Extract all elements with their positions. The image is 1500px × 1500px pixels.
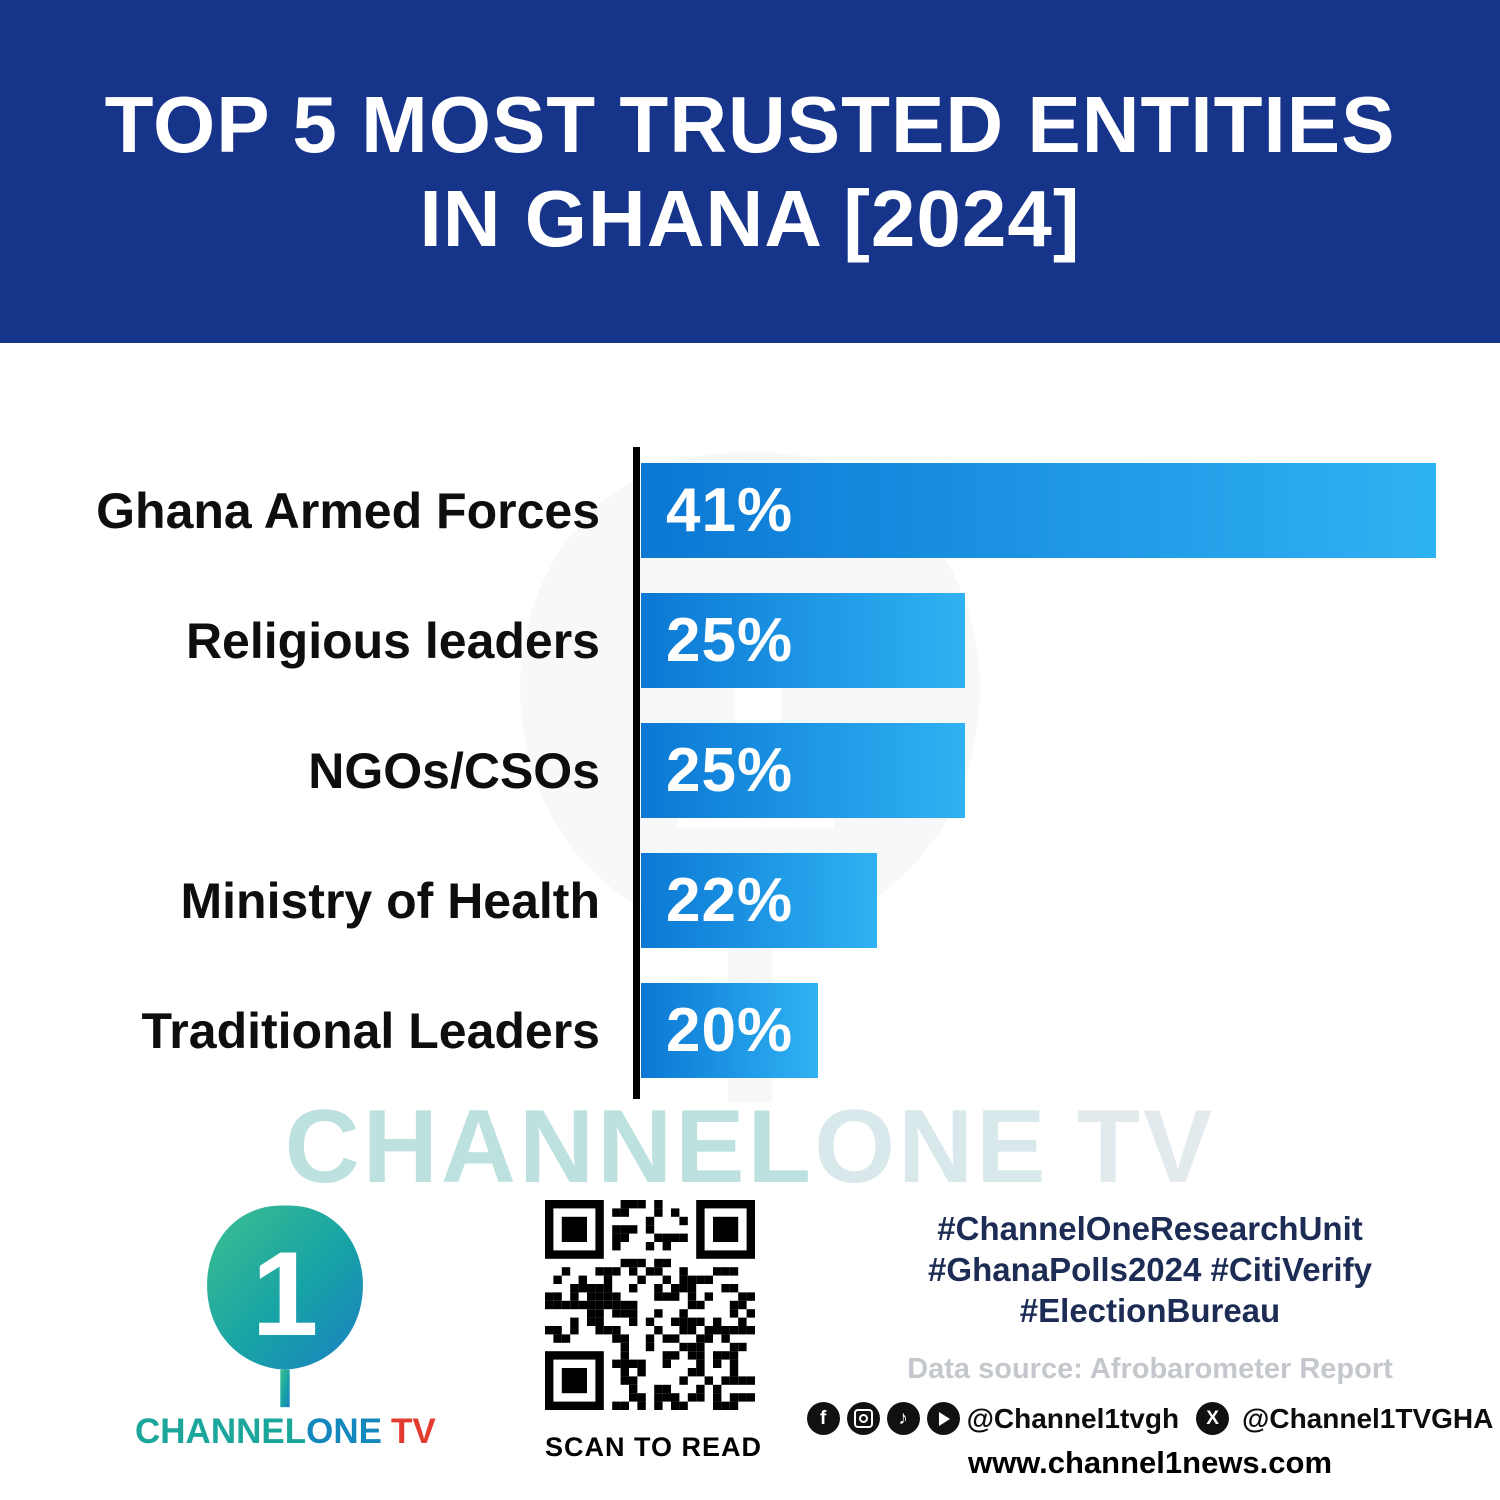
social-handle-2: @Channel1TVGHA <box>1242 1402 1494 1434</box>
qr-code <box>545 1200 755 1410</box>
instagram-icon <box>846 1402 880 1435</box>
svg-text:1: 1 <box>252 1227 319 1361</box>
website-url: www.channel1news.com <box>967 1445 1333 1480</box>
wordmark-channel: CHANNEL <box>135 1412 307 1451</box>
watermark-tv: TV <box>1076 1089 1216 1205</box>
chart-axis <box>633 447 640 1099</box>
bar-track: 25% <box>600 723 1500 818</box>
qr-caption: SCAN TO READ <box>545 1432 763 1462</box>
bar-label: Ghana Armed Forces <box>96 482 600 539</box>
bar-value: 25% <box>666 736 794 805</box>
bar-value: 20% <box>666 996 794 1065</box>
channel-one-logo-block: 1 CHANNELONE TV <box>135 1198 436 1452</box>
social-handle-1: @Channel1tvgh <box>966 1402 1180 1434</box>
bar-label: Traditional Leaders <box>141 1002 600 1059</box>
x-twitter-icon: X <box>1196 1402 1230 1435</box>
bar-label: Ministry of Health <box>180 872 600 929</box>
footer-right-column: #ChannelOneResearchUnit #GhanaPolls2024 … <box>806 1208 1493 1481</box>
qr-block: SCAN TO READ <box>545 1200 763 1463</box>
bar-value: 25% <box>666 606 794 675</box>
wordmark-tv: TV <box>390 1412 436 1451</box>
bar: 20% <box>641 983 818 1078</box>
tiktok-icon: ♪ <box>886 1402 920 1435</box>
bar: 22% <box>641 853 877 948</box>
bar-chart: Ghana Armed Forces 41% Religious leaders 25… <box>0 463 1500 1078</box>
bar: 25% <box>641 723 965 818</box>
data-source-credit: Data source: Afrobarometer Report <box>907 1353 1393 1385</box>
bar-track: 25% <box>600 593 1500 688</box>
bar-row: NGOs/CSOs 25% <box>0 723 1500 818</box>
channel-one-wordmark: CHANNELONE TV <box>135 1412 436 1452</box>
brand-watermark: CHANNELONE TV <box>0 1088 1500 1207</box>
bar-track: 20% <box>600 983 1500 1078</box>
bar-row: Ghana Armed Forces 41% <box>0 463 1500 558</box>
bar: 25% <box>641 593 965 688</box>
bar-value: 41% <box>666 476 794 545</box>
hashtag-line-3: #ElectionBureau <box>1019 1292 1281 1329</box>
bar: 41% <box>641 463 1436 558</box>
wordmark-one: ONE <box>306 1412 382 1451</box>
hashtag-line-2: #GhanaPolls2024 #CitiVerify <box>928 1251 1372 1288</box>
bar-value: 22% <box>666 866 794 935</box>
bar-row: Ministry of Health 22% <box>0 853 1500 948</box>
svg-text:1: 1 <box>657 525 844 900</box>
bar-row: Religious leaders 25% <box>0 593 1500 688</box>
header-banner: TOP 5 MOST TRUSTED ENTITIES IN GHANA [20… <box>0 0 1500 343</box>
page-title-line2: IN GHANA [2024] <box>419 173 1081 263</box>
bar-track: 22% <box>600 853 1500 948</box>
bar-track: 41% <box>600 463 1500 558</box>
channel-one-logo-icon: 1 <box>207 1205 363 1408</box>
watermark-one: ONE <box>814 1089 1049 1205</box>
bar-row: Traditional Leaders 20% <box>0 983 1500 1078</box>
youtube-icon <box>926 1402 960 1435</box>
social-row: f ♪ @Channel1tvgh X @Channel1TVGHA <box>806 1402 1493 1435</box>
bar-label: Religious leaders <box>185 612 600 669</box>
facebook-icon: f <box>806 1402 840 1435</box>
watermark-channel: CHANNEL <box>284 1089 815 1205</box>
hashtag-line-1: #ChannelOneResearchUnit <box>937 1210 1363 1247</box>
bar-label: NGOs/CSOs <box>308 742 600 799</box>
page-title-line1: TOP 5 MOST TRUSTED ENTITIES <box>104 79 1396 169</box>
